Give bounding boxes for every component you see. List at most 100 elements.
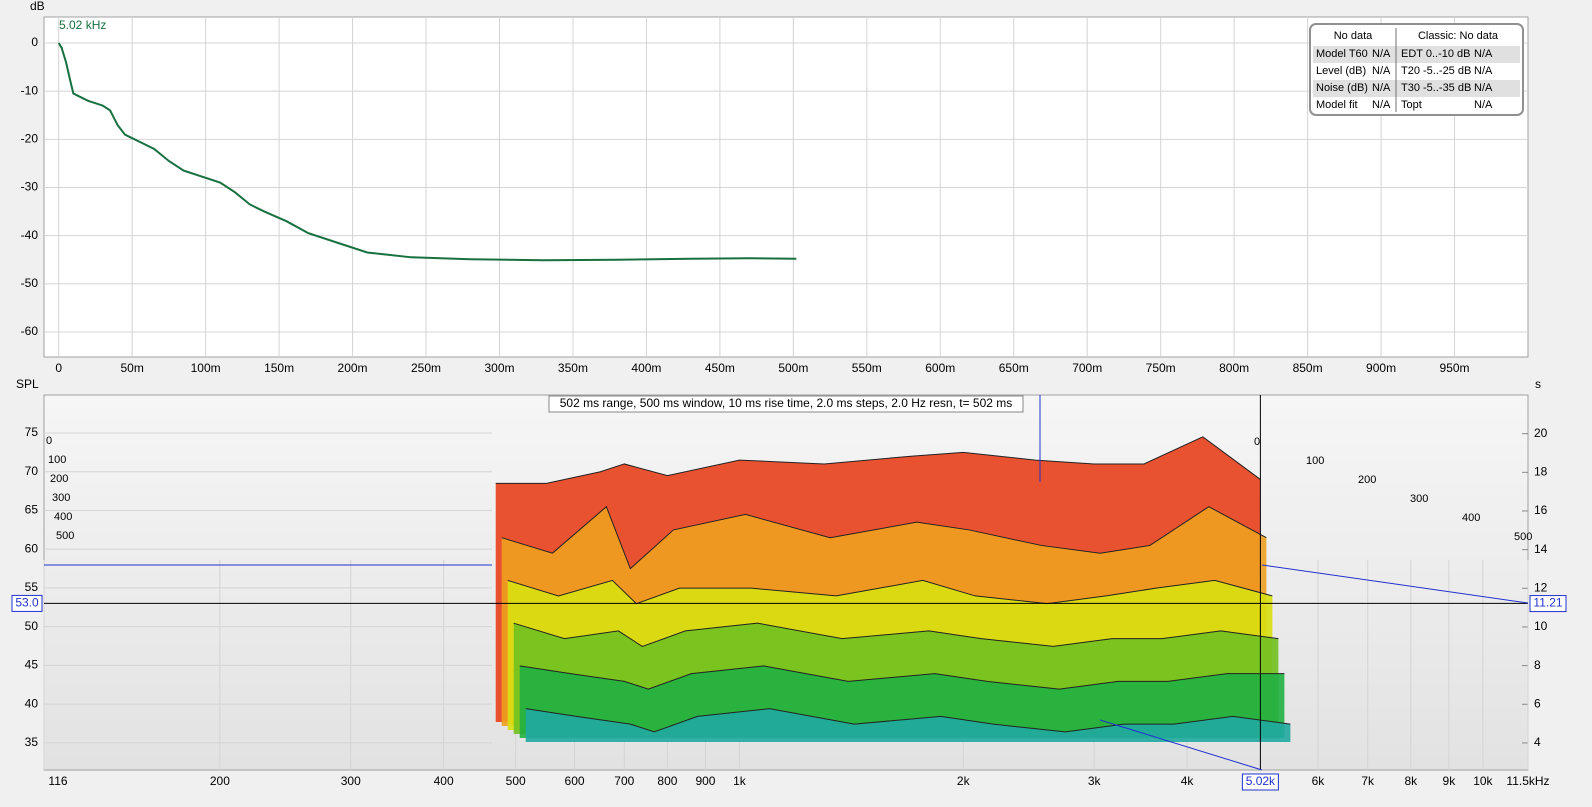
depth-label: 100 xyxy=(48,454,66,466)
slice-line xyxy=(513,622,1279,647)
annotation: 5.02 kHz xyxy=(59,18,106,32)
table-cell: Model fit xyxy=(1316,99,1358,111)
x-tick-label: 50m xyxy=(120,361,143,375)
y2-tick-label: 8 xyxy=(1534,658,1541,672)
y-tick-label: 70 xyxy=(25,464,39,478)
cursor-3d xyxy=(1099,719,1263,771)
y-tick-label: 40 xyxy=(25,696,39,710)
x-tick-label: 1k xyxy=(733,774,747,788)
x-tick-label: 600 xyxy=(565,774,585,788)
depth-label: 400 xyxy=(54,511,72,523)
cursor-3d xyxy=(1261,564,1529,604)
depth-label: 0 xyxy=(1254,436,1260,448)
slice-line xyxy=(525,708,1291,733)
y-tick-label: 35 xyxy=(25,735,39,749)
depth-label: 100 xyxy=(1306,455,1324,467)
waterfall-chart: 35 40 45 50 55 60 65 70 75 4 6 8 10 12 14 16 18 20 116 200 3… xyxy=(11,395,1567,791)
table-cell: Noise (dB) xyxy=(1316,82,1368,94)
x-tick-label: 600m xyxy=(925,361,955,375)
x-tick-label: 800 xyxy=(657,774,677,788)
y2-axis-label: s xyxy=(1535,377,1541,391)
table-cell: N/A xyxy=(1372,82,1391,94)
y-tick-label: 0 xyxy=(31,35,38,49)
depth-label: 200 xyxy=(50,473,68,485)
x-tick-label: 900 xyxy=(695,774,715,788)
cursor-x-label-box xyxy=(1241,773,1279,791)
cursor-y-label-box xyxy=(11,594,43,612)
table-cell: EDT 0..-10 dB xyxy=(1401,48,1471,60)
y-tick-label: 65 xyxy=(25,503,39,517)
table-cell: N/A xyxy=(1372,65,1391,77)
y-tick-label: 50 xyxy=(25,619,39,633)
table-cell: N/A xyxy=(1474,99,1493,111)
x-tick-label: 650m xyxy=(999,361,1029,375)
x-tick-label: 750m xyxy=(1146,361,1176,375)
x-tick-label: 200m xyxy=(338,361,368,375)
slice-line xyxy=(495,436,1261,484)
cursor-y-label: 53.0 xyxy=(15,596,39,610)
cursor-y2-label-box xyxy=(1529,595,1567,613)
row-shade xyxy=(1313,80,1520,97)
x-tick-label: 800m xyxy=(1219,361,1249,375)
slice-area xyxy=(525,708,1291,742)
y-tick-label: -60 xyxy=(21,324,39,338)
y-tick-label: 45 xyxy=(25,658,39,672)
y-axis-label: SPL xyxy=(16,377,39,391)
y2-tick-label: 16 xyxy=(1534,503,1548,517)
table-cell: T30 -5..-35 dB xyxy=(1401,82,1471,94)
x-tick-label: 9k xyxy=(1443,774,1457,788)
y-tick-label: -10 xyxy=(21,83,39,97)
y-tick-label: -20 xyxy=(21,131,39,145)
x-tick-label: 450m xyxy=(705,361,735,375)
x-tick-label: 300 xyxy=(341,774,361,788)
x-tick-label: 100m xyxy=(191,361,221,375)
x-tick-label: 4k xyxy=(1181,774,1195,788)
x-tick-label: 2k xyxy=(957,774,971,788)
x-tick-label: 500m xyxy=(778,361,808,375)
y-tick-label: -30 xyxy=(21,180,39,194)
x-tick-label: 250m xyxy=(411,361,441,375)
depth-label: 200 xyxy=(1358,474,1376,486)
slice-line xyxy=(501,505,1267,570)
table-cell: T20 -5..-25 dB xyxy=(1401,65,1471,77)
cursor-y2-label: 11.21 xyxy=(1533,596,1562,610)
x-tick-label: 350m xyxy=(558,361,588,375)
depth-label: 500 xyxy=(56,530,74,542)
x-tick-label: 116 xyxy=(48,774,67,788)
x-tick-label: 8k xyxy=(1404,774,1418,788)
x-tick-label: 10k xyxy=(1473,774,1493,788)
table-cell: Topt xyxy=(1401,99,1422,111)
x-tick-label: 7k xyxy=(1361,774,1375,788)
x-tick-label: 6k xyxy=(1312,774,1326,788)
x-tick-label: 700 xyxy=(614,774,634,788)
x-tick-label: 900m xyxy=(1366,361,1396,375)
chart-title: 502 ms range, 500 ms window, 10 ms rise … xyxy=(560,396,1013,410)
x-tick-label: 3k xyxy=(1088,774,1102,788)
depth-label: 300 xyxy=(1410,493,1428,505)
y2-tick-label: 4 xyxy=(1534,735,1541,749)
y2-tick-label: 18 xyxy=(1534,464,1548,478)
y-tick-label: 75 xyxy=(25,425,39,439)
x-tick-label: 11.5kHz xyxy=(1506,774,1549,788)
depth-label: 500 xyxy=(1514,531,1532,543)
row-shade xyxy=(1313,46,1520,63)
y2-tick-label: 10 xyxy=(1534,619,1548,633)
x-tick-label: 0 xyxy=(55,361,62,375)
info-box xyxy=(548,395,1024,413)
y2-tick-label: 14 xyxy=(1534,542,1548,556)
x-tick-label: 300m xyxy=(484,361,514,375)
x-tick-label: 200 xyxy=(210,774,230,788)
table-cell: N/A xyxy=(1372,99,1391,111)
x-tick-label: 400m xyxy=(631,361,661,375)
y-tick-label: -50 xyxy=(21,276,39,290)
table-cell: Level (dB) xyxy=(1316,65,1366,77)
slice-line xyxy=(507,579,1273,605)
table-cell: Model T60 xyxy=(1316,48,1368,60)
y2-tick-label: 12 xyxy=(1534,580,1548,594)
cursor-x-label: 5.02k xyxy=(1246,774,1276,788)
depth-label: 300 xyxy=(52,492,70,504)
y2-tick-label: 6 xyxy=(1534,696,1541,710)
